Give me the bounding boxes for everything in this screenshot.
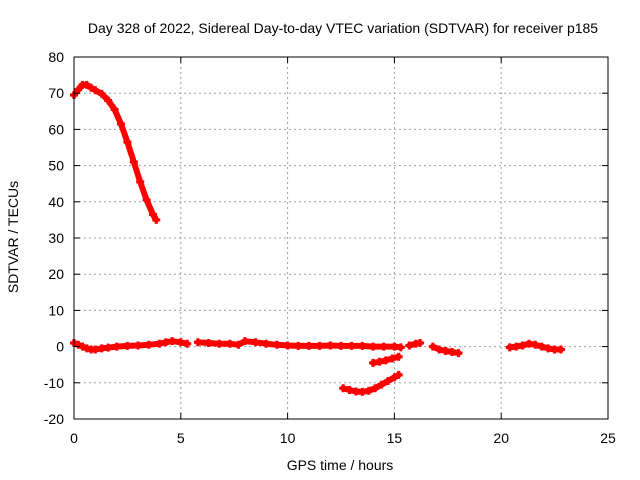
y-tick-label: 0	[56, 339, 64, 355]
x-tick-label: 5	[177, 430, 185, 446]
data-point	[123, 138, 132, 147]
data-point	[110, 105, 119, 114]
y-tick-label: 80	[48, 49, 64, 65]
x-tick-label: 25	[600, 430, 616, 446]
data-point	[369, 342, 378, 351]
y-tick-label: 60	[48, 121, 64, 137]
y-axis-label: SDTVAR / TECUs	[5, 181, 21, 293]
data-point	[339, 384, 348, 393]
data-point	[454, 349, 463, 358]
data-point	[390, 373, 399, 382]
data-point	[251, 338, 260, 347]
y-tick-label: 20	[48, 266, 64, 282]
data-point	[396, 343, 405, 352]
data-point	[129, 157, 138, 166]
data-point	[82, 80, 91, 89]
data-point	[381, 356, 390, 365]
data-point	[183, 339, 192, 348]
data-point	[371, 384, 380, 393]
data-point	[377, 380, 386, 389]
data-point	[262, 339, 271, 348]
x-tick-label: 0	[70, 430, 78, 446]
data-point	[518, 341, 527, 350]
data-point	[74, 85, 83, 94]
data-point	[204, 338, 213, 347]
data-point	[326, 341, 335, 350]
axis-ticks: 0 5 10 15 20 25 -20 -10 0 10 20 30 40 50 60 70 80	[44, 49, 616, 446]
y-tick-label: -10	[44, 375, 64, 391]
data-point	[144, 340, 153, 349]
data-point	[193, 338, 202, 347]
y-tick-label: 70	[48, 85, 64, 101]
y-tick-label: 50	[48, 158, 64, 174]
data-point	[134, 341, 143, 350]
data-point	[388, 354, 397, 363]
data-point	[394, 352, 403, 361]
data-point	[104, 96, 113, 105]
data-point	[97, 89, 106, 98]
data-point	[225, 339, 234, 348]
x-tick-label: 20	[493, 430, 509, 446]
y-tick-label: 10	[48, 302, 64, 318]
data-point	[240, 337, 249, 346]
data-point	[215, 339, 224, 348]
data-point	[364, 386, 373, 395]
y-tick-label: -20	[44, 411, 64, 427]
data-point	[142, 195, 151, 204]
data-point	[283, 341, 292, 350]
data-point	[416, 338, 425, 347]
x-tick-label: 10	[280, 430, 296, 446]
data-point	[168, 337, 177, 346]
data-point	[136, 177, 145, 186]
data-point	[234, 340, 243, 349]
data-point	[428, 342, 437, 351]
data-point	[116, 119, 125, 128]
x-axis-label: GPS time / hours	[287, 457, 394, 473]
data-point	[537, 342, 546, 351]
x-tick-label: 15	[387, 430, 403, 446]
data-point	[337, 341, 345, 350]
data-point	[557, 345, 566, 354]
data-point	[87, 83, 96, 92]
data-point	[315, 341, 324, 350]
data-point	[112, 342, 121, 351]
data-point	[304, 341, 313, 350]
data-point	[383, 376, 392, 385]
data-point	[405, 341, 414, 350]
data-point	[531, 340, 540, 349]
data-point	[358, 341, 367, 350]
data-point	[74, 340, 83, 349]
data-point	[394, 370, 403, 379]
y-tick-label: 40	[48, 194, 64, 210]
data-point	[347, 341, 356, 350]
data-point	[379, 342, 388, 351]
data-point	[294, 341, 303, 350]
data-point	[91, 86, 100, 95]
data-point	[149, 210, 158, 219]
data-point	[123, 341, 132, 350]
y-tick-label: 30	[48, 230, 64, 246]
data-point	[152, 215, 161, 224]
data-point	[272, 340, 281, 349]
chart-title: Day 328 of 2022, Sidereal Day-to-day VTE…	[88, 20, 598, 36]
data-point	[104, 343, 113, 352]
